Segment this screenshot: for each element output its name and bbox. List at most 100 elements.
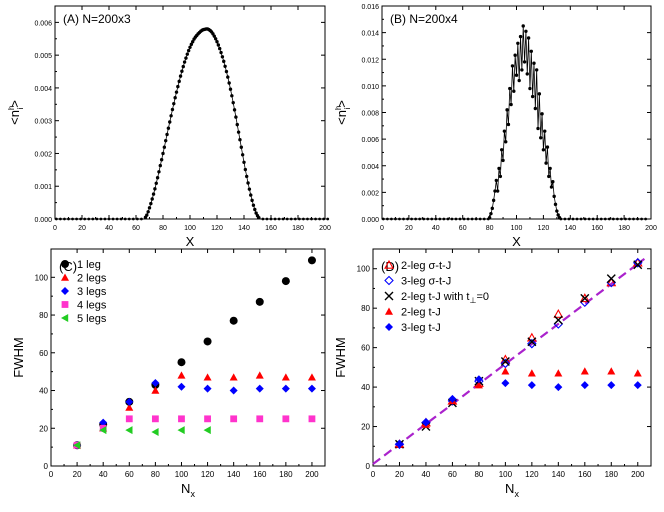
y-tick-label: 0.005 bbox=[34, 53, 52, 60]
data-point bbox=[628, 217, 631, 221]
data-point bbox=[528, 86, 532, 91]
data-point bbox=[155, 176, 160, 180]
data-point bbox=[500, 148, 504, 152]
data-point bbox=[398, 217, 401, 221]
data-point bbox=[512, 89, 516, 93]
data-point bbox=[567, 217, 571, 221]
data-point bbox=[529, 49, 533, 53]
data-point bbox=[140, 217, 143, 221]
data-point bbox=[95, 217, 99, 221]
data-point bbox=[636, 217, 639, 221]
legend-label: 3-leg t-J bbox=[401, 322, 441, 334]
x-axis-label-main: X bbox=[512, 234, 521, 249]
data-point bbox=[524, 29, 528, 33]
data-point bbox=[580, 381, 589, 390]
data-point bbox=[603, 217, 607, 221]
data-point bbox=[162, 145, 167, 149]
data-point bbox=[410, 217, 413, 221]
legend-label-text: 4 legs bbox=[77, 300, 107, 312]
series-3 bbox=[73, 415, 316, 449]
data-point bbox=[489, 211, 493, 216]
data-point bbox=[255, 297, 264, 306]
legend-marker bbox=[61, 287, 69, 295]
data-point bbox=[203, 337, 212, 346]
data-point bbox=[87, 217, 91, 221]
legend-label: 2-leg σ-t-J bbox=[401, 260, 451, 272]
x-tick-label: 200 bbox=[305, 470, 319, 479]
panel-title: (B) N=200x4 bbox=[390, 12, 458, 26]
data-point bbox=[543, 129, 547, 133]
data-point bbox=[242, 160, 246, 165]
data-point bbox=[245, 174, 249, 179]
data-point bbox=[135, 217, 139, 221]
data-point bbox=[406, 217, 409, 221]
data-point bbox=[448, 394, 457, 403]
x-tick-label: 140 bbox=[552, 470, 566, 479]
plot-frame bbox=[372, 248, 652, 467]
data-point bbox=[385, 217, 389, 221]
y-tick-label: 0.004 bbox=[361, 164, 379, 171]
x-tick-label: 60 bbox=[448, 470, 457, 479]
x-tick-label: 40 bbox=[421, 470, 430, 479]
x-tick-label: 0 bbox=[53, 225, 57, 232]
y-tick-label: 0 bbox=[366, 462, 371, 471]
data-point bbox=[147, 206, 152, 210]
data-point bbox=[314, 217, 317, 221]
data-point bbox=[67, 217, 70, 221]
x-tick-label: 40 bbox=[99, 470, 108, 479]
data-point bbox=[161, 151, 165, 156]
data-point bbox=[620, 217, 623, 221]
x-tick-label: 80 bbox=[151, 470, 160, 479]
data-point bbox=[83, 217, 87, 221]
data-point bbox=[554, 369, 563, 377]
plot-frame bbox=[381, 5, 652, 220]
y-tick-label: 0.002 bbox=[34, 151, 52, 158]
data-point bbox=[418, 217, 422, 221]
data-point bbox=[498, 174, 503, 179]
data-point bbox=[189, 42, 194, 47]
legend-label: 2-leg t-J with t⊥=0 bbox=[401, 291, 489, 305]
data-point bbox=[154, 181, 158, 185]
data-point bbox=[223, 64, 227, 68]
data-point bbox=[169, 114, 173, 118]
data-point bbox=[532, 61, 536, 65]
y-tick-label: 80 bbox=[39, 311, 48, 320]
data-point bbox=[474, 381, 483, 389]
data-point bbox=[99, 418, 108, 427]
data-point bbox=[173, 96, 177, 100]
legend-label-sub: ⊥ bbox=[469, 296, 476, 305]
data-point bbox=[91, 217, 95, 221]
data-point bbox=[188, 45, 192, 49]
data-point bbox=[249, 193, 253, 197]
legend-label-text: 1 leg bbox=[77, 259, 101, 271]
data-point bbox=[222, 59, 226, 64]
data-point bbox=[119, 217, 123, 221]
data-point bbox=[203, 426, 211, 435]
data-point bbox=[615, 217, 619, 221]
y-tick-label: 20 bbox=[361, 423, 370, 432]
data-point bbox=[518, 34, 523, 39]
data-point bbox=[220, 55, 225, 59]
data-point bbox=[553, 315, 563, 325]
y-axis-label-main: <n bbox=[7, 110, 22, 125]
plot-frame bbox=[54, 5, 326, 220]
data-point bbox=[240, 153, 245, 157]
data-point bbox=[510, 64, 515, 68]
y-tick-label: 0.006 bbox=[34, 20, 52, 27]
x-tick-label: 20 bbox=[73, 470, 82, 479]
data-point bbox=[151, 192, 156, 196]
data-point bbox=[307, 256, 316, 265]
data-point bbox=[530, 94, 535, 99]
data-point bbox=[520, 68, 524, 72]
x-tick-label: 0 bbox=[371, 470, 376, 479]
data-point bbox=[185, 52, 189, 56]
legend-label-text: 5 legs bbox=[77, 313, 107, 325]
data-point bbox=[504, 140, 508, 144]
data-point bbox=[63, 217, 66, 221]
data-point bbox=[265, 217, 269, 221]
data-point bbox=[522, 60, 527, 64]
chart-A: 0 20 40 60 80 100 120 140 160 180 200 0.000 0.001 0.0… bbox=[7, 5, 331, 249]
data-point bbox=[216, 43, 221, 47]
data-point bbox=[552, 194, 556, 199]
